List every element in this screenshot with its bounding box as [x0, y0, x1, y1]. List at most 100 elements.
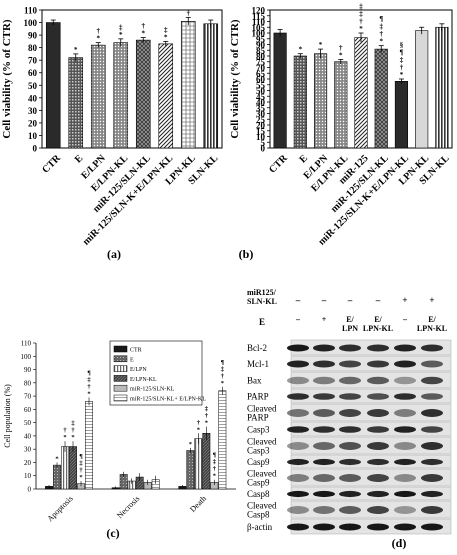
header-lane-value: –	[295, 315, 301, 324]
legend-swatch	[113, 375, 128, 382]
y-tick-label: 80	[28, 43, 38, 53]
band-label: Cleaved	[247, 501, 277, 511]
significance-mark: †	[79, 467, 83, 474]
header-lane-value: LPN-KL	[417, 324, 447, 333]
bar	[53, 464, 61, 490]
significance-mark: †	[400, 64, 404, 72]
bar	[202, 433, 211, 490]
blot-band	[394, 376, 416, 385]
y-tick-label: 100	[24, 18, 38, 28]
blot-band	[287, 506, 309, 514]
blot-band	[287, 458, 309, 466]
y-tick-label: 5	[261, 138, 266, 148]
bar	[273, 32, 287, 149]
bar	[45, 22, 61, 149]
significance-mark: †	[142, 22, 146, 30]
blot-band	[339, 458, 361, 466]
y-tick-label: 115	[252, 11, 266, 21]
y-tick-label: 60	[24, 406, 32, 414]
band-label: Casp9	[247, 457, 270, 467]
blot-band	[313, 506, 335, 514]
category-label: Apoptosis	[45, 494, 74, 523]
y-axis-label: Cell population (%)	[3, 384, 12, 448]
significance-mark: ‡	[119, 23, 123, 31]
y-tick-label: 75	[256, 57, 266, 67]
significance-mark: †	[205, 413, 209, 420]
blot-band	[287, 376, 309, 385]
y-tick-label: 70	[256, 63, 266, 73]
category-label: Death	[188, 494, 208, 514]
header-lane-value: E/	[374, 315, 382, 324]
blot-band	[287, 523, 309, 531]
significance-mark: †	[213, 466, 217, 473]
significance-mark: ‡	[87, 376, 91, 383]
y-tick-label: 80	[24, 379, 32, 387]
significance-mark: *	[197, 426, 200, 433]
blot-band	[367, 409, 389, 417]
bar	[415, 30, 429, 149]
bar	[194, 438, 203, 490]
blot-band	[339, 474, 361, 482]
plot-frame	[41, 9, 223, 149]
category-label: E	[297, 153, 310, 166]
band-label: PARP	[247, 392, 269, 402]
band-label: Bcl-2	[247, 343, 267, 353]
y-tick-label: 45	[256, 92, 266, 102]
legend-label: E	[130, 357, 134, 363]
blot-band	[287, 474, 309, 482]
bar	[374, 48, 388, 149]
legend-swatch	[113, 355, 128, 363]
y-tick-label: 50	[256, 86, 266, 96]
y-tick-label: 70	[28, 56, 38, 66]
blot-band	[339, 344, 361, 352]
y-tick-label: 110	[21, 340, 32, 348]
header-lane-value: LPN	[342, 324, 358, 333]
y-tick-label: 30	[28, 106, 38, 116]
y-tick-label: 85	[256, 46, 266, 56]
significance-mark: ¶	[213, 452, 217, 459]
significance-mark: *	[164, 33, 168, 41]
blot-band	[421, 506, 443, 514]
y-tick-label: 30	[256, 109, 266, 119]
significance-mark: *	[213, 473, 216, 480]
significance-mark: *	[74, 46, 78, 54]
blot-band	[313, 490, 335, 498]
blot-band	[339, 442, 361, 450]
y-tick-label: 10	[28, 131, 38, 141]
blot-band	[367, 458, 389, 466]
significance-mark: ¶	[400, 49, 404, 57]
legend-label: E/LPN-KL	[130, 377, 157, 383]
bar	[203, 23, 219, 149]
bar	[354, 37, 368, 149]
blot-band	[339, 490, 361, 498]
bar	[394, 81, 409, 149]
blot-band	[421, 490, 443, 498]
band-label: PARP	[247, 413, 269, 423]
panel-d: miR125/SLN-KL – – – – + + E – + E/LPN E/LPN-KL – E/LP…	[245, 285, 457, 550]
legend-swatch	[113, 394, 128, 402]
y-tick-label: 30	[24, 446, 32, 454]
significance-mark: †	[87, 383, 91, 390]
bar	[313, 53, 328, 149]
bar	[113, 42, 129, 149]
blot-band	[313, 458, 335, 466]
blot-band	[313, 376, 335, 385]
y-tick-label: 100	[252, 29, 266, 39]
y-tick-label: 35	[256, 103, 266, 113]
bar	[293, 55, 307, 149]
y-tick-label: 50	[28, 81, 38, 91]
blot-band	[339, 393, 361, 400]
bar	[135, 39, 151, 149]
blot-band	[287, 344, 309, 352]
category-label: CTR	[40, 152, 63, 175]
y-tick-label: 10	[24, 472, 32, 480]
significance-mark: †	[71, 427, 75, 434]
y-tick-label: 90	[28, 31, 38, 41]
chart-b: 0510152025303540455055606570758085909510…	[229, 3, 453, 261]
band-label: Casp8	[247, 489, 270, 499]
blot-band	[339, 506, 361, 514]
significance-mark: †	[197, 419, 201, 426]
y-axis-label: Cell viability (% of CTR)	[1, 19, 13, 138]
panel-b: 0 5 10 15 20 25 30 35 40 45 50 55 60 65 70 75 80 85 90 95 10…	[228, 0, 457, 265]
significance-mark: *	[205, 420, 208, 427]
